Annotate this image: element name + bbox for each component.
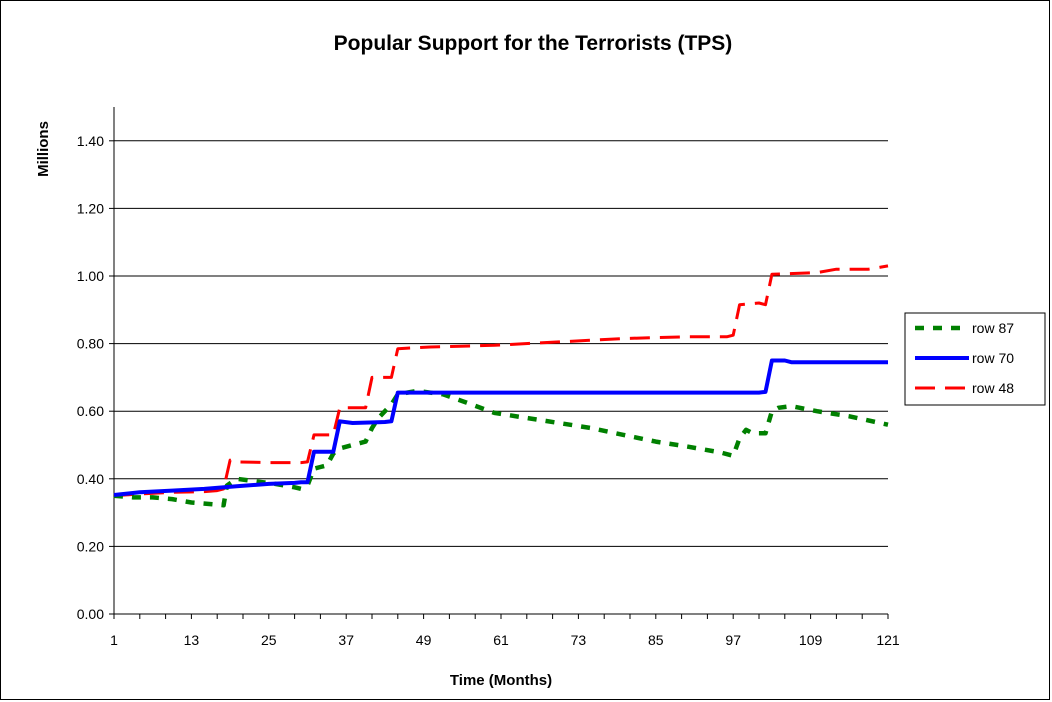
y-tick-label: 0.00 <box>77 606 104 622</box>
series-lines <box>113 264 889 508</box>
y-tick-label: 0.80 <box>77 336 104 352</box>
x-tick-label: 13 <box>184 632 200 648</box>
x-tick-label: 73 <box>571 632 587 648</box>
chart-title: Popular Support for the Terrorists (TPS) <box>334 32 733 55</box>
x-tick-label: 25 <box>261 632 277 648</box>
x-tick-label: 121 <box>876 632 900 648</box>
series-line-row-70 <box>113 358 888 497</box>
series-line-row-87 <box>113 388 889 508</box>
legend-label: row 70 <box>972 350 1014 366</box>
x-tick-label: 37 <box>338 632 354 648</box>
x-tick-label: 61 <box>493 632 509 648</box>
x-tick-label: 109 <box>799 632 823 648</box>
y-tick-label: 0.60 <box>77 403 104 419</box>
y-axis-ticks: 0.00 0.20 0.40 0.60 0.80 1.00 1.20 1.40 <box>77 133 114 622</box>
x-tick-label: 1 <box>110 632 118 648</box>
x-tick-label: 97 <box>725 632 741 648</box>
y-tick-label: 1.20 <box>77 200 104 216</box>
legend: row 87 row 70 row 48 <box>904 312 1046 406</box>
x-tick-label: 49 <box>416 632 432 648</box>
x-tick-label: 85 <box>648 632 664 648</box>
y-tick-label: 1.00 <box>77 268 104 284</box>
series-line-row-48 <box>113 264 889 498</box>
y-tick-label: 0.20 <box>77 538 104 554</box>
legend-label: row 48 <box>972 380 1014 396</box>
x-axis-title: Time (Months) <box>450 672 552 689</box>
y-axis-title: Millions <box>35 121 52 177</box>
x-axis-ticks: 1 13 25 37 49 61 73 85 97 109 121 <box>110 614 900 648</box>
y-tick-label: 0.40 <box>77 471 104 487</box>
y-tick-label: 1.40 <box>77 133 104 149</box>
legend-label: row 87 <box>972 320 1014 336</box>
